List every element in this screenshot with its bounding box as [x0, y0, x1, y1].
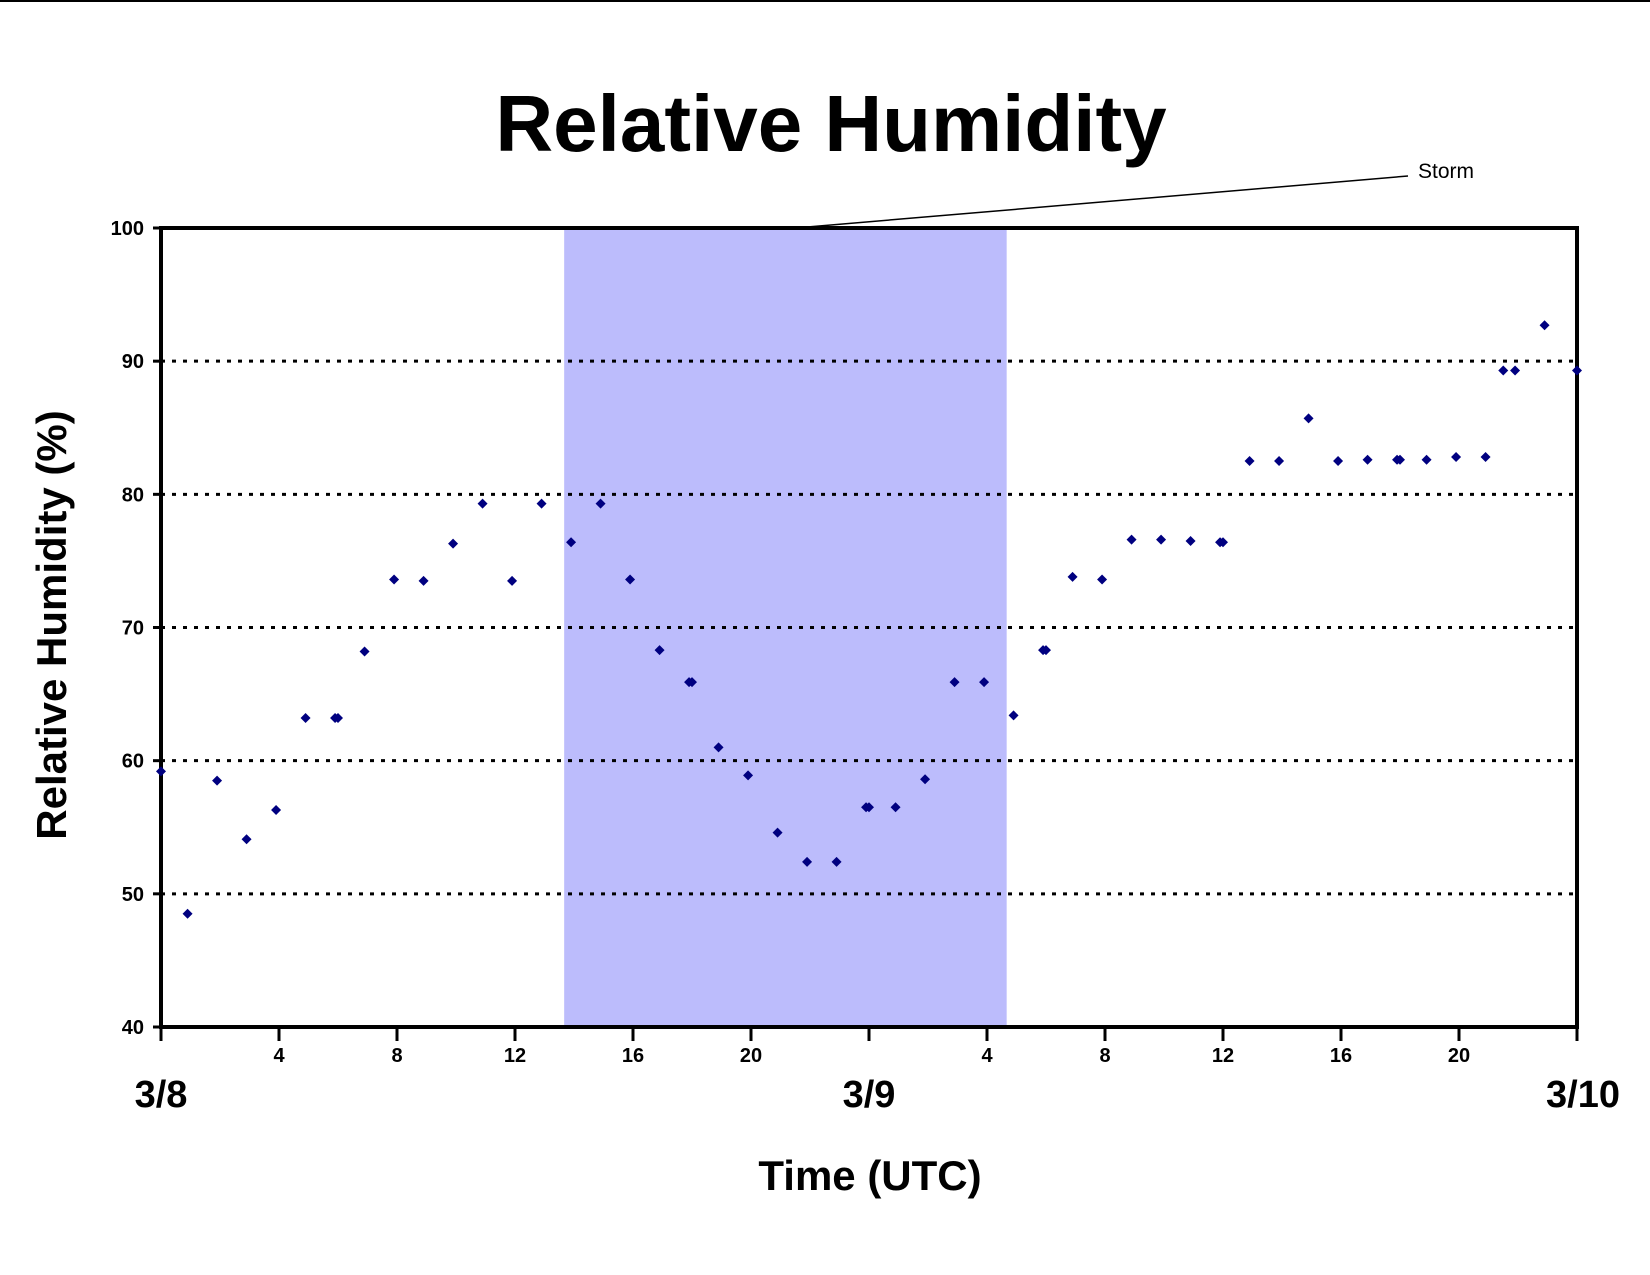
- data-point: [1480, 452, 1491, 463]
- y-tick-label: 90: [122, 351, 144, 373]
- data-point: [831, 856, 842, 867]
- data-point: [1572, 365, 1582, 376]
- data-point: [1274, 456, 1285, 467]
- data-point: [979, 677, 990, 688]
- x-tick-label: 16: [1330, 1045, 1352, 1067]
- storm-label: Storm: [1418, 160, 1474, 183]
- data-point: [772, 827, 783, 838]
- data-point: [1156, 534, 1167, 545]
- x-tick-label: 4: [273, 1045, 285, 1067]
- data-point: [625, 574, 636, 585]
- data-point: [743, 770, 754, 781]
- data-point: [1244, 456, 1255, 467]
- x-axis-label: Time (UTC): [758, 1152, 981, 1199]
- storm-region: [564, 228, 1007, 1027]
- y-tick-label: 40: [122, 1017, 144, 1039]
- data-point: [890, 802, 901, 813]
- data-point: [1539, 320, 1550, 331]
- data-point: [713, 742, 724, 753]
- data-point: [802, 856, 813, 867]
- x-tick-label: 20: [740, 1045, 762, 1067]
- x-date-label: 3/8: [135, 1074, 188, 1116]
- x-tick-label: 8: [1099, 1045, 1110, 1067]
- y-tick-label: 100: [111, 218, 144, 240]
- storm-annotation: Storm: [795, 160, 1474, 229]
- y-tick-label: 50: [122, 884, 144, 906]
- data-point: [1218, 537, 1228, 548]
- x-tick-label: 8: [391, 1045, 402, 1067]
- data-point: [212, 775, 223, 786]
- data-point: [448, 538, 459, 549]
- data-point: [687, 677, 697, 688]
- data-point: [477, 498, 488, 509]
- data-point: [507, 575, 518, 586]
- data-point: [1395, 454, 1405, 465]
- data-point: [1041, 645, 1051, 656]
- top-border-line: [0, 0, 1650, 2]
- data-point: [536, 498, 547, 509]
- data-point: [241, 834, 252, 845]
- storm-leader-line: [795, 175, 1409, 229]
- data-point: [1333, 456, 1344, 467]
- data-point: [389, 574, 400, 585]
- data-point: [182, 908, 193, 919]
- data-point: [1126, 534, 1137, 545]
- x-tick-label: 4: [981, 1045, 993, 1067]
- data-point: [920, 774, 931, 785]
- data-point: [156, 766, 166, 777]
- data-point: [566, 537, 577, 548]
- data-point: [300, 713, 311, 724]
- data-points: [156, 320, 1582, 919]
- data-point: [949, 677, 960, 688]
- x-date-label: 3/10: [1546, 1074, 1620, 1116]
- data-point: [418, 575, 429, 586]
- storm-shaded-rect: [564, 228, 1007, 1027]
- data-point: [1451, 452, 1462, 463]
- data-point: [359, 646, 370, 657]
- gridlines: [161, 359, 1577, 896]
- y-axis-label: Relative Humidity (%): [28, 410, 75, 839]
- data-point: [1362, 454, 1373, 465]
- x-tick-label: 16: [622, 1045, 644, 1067]
- data-point: [271, 804, 282, 815]
- data-point: [1008, 710, 1019, 721]
- data-point: [654, 645, 665, 656]
- data-point: [1498, 365, 1509, 376]
- chart-title: Relative Humidity: [495, 79, 1167, 168]
- data-point: [1510, 365, 1521, 376]
- data-point: [1303, 413, 1314, 424]
- data-point: [1185, 535, 1196, 546]
- data-point: [1067, 571, 1078, 582]
- data-point: [333, 713, 343, 724]
- y-tick-label: 80: [122, 484, 144, 506]
- data-point: [595, 498, 606, 509]
- x-tick-label: 20: [1448, 1045, 1470, 1067]
- data-point: [864, 802, 874, 813]
- x-axis-ticks: 4 8 12 16 20 4 8 12 16 20 3/8 3/9 3/10: [135, 1027, 1620, 1116]
- data-point: [1097, 574, 1108, 585]
- y-axis-ticks: 40 50 60 70 80 90 100: [111, 218, 161, 1039]
- x-tick-label: 12: [504, 1045, 526, 1067]
- x-date-label: 3/9: [843, 1074, 896, 1116]
- data-point: [1421, 454, 1432, 465]
- y-tick-label: 60: [122, 751, 144, 773]
- y-tick-label: 70: [122, 618, 144, 640]
- x-tick-label: 12: [1212, 1045, 1234, 1067]
